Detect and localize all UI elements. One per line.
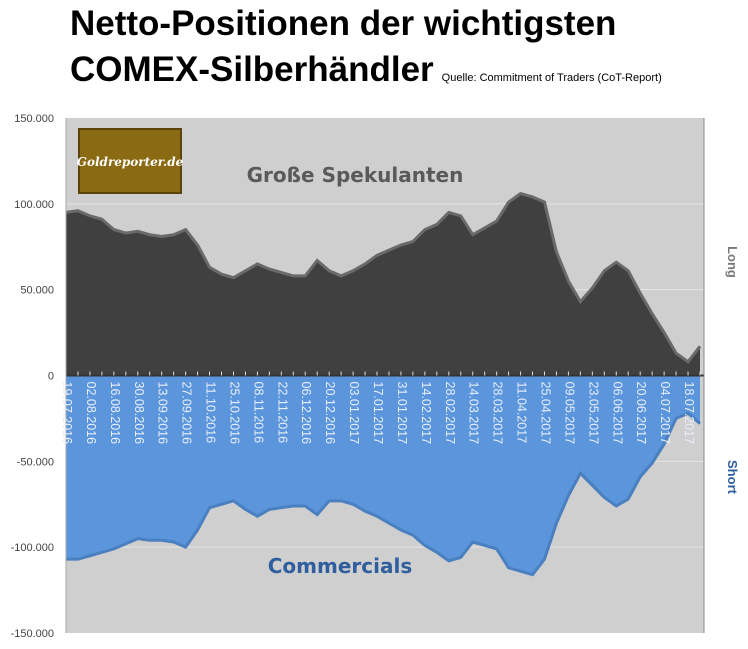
x-tick-label: 08.11.2016 <box>251 382 265 444</box>
area-commercials <box>66 375 700 575</box>
chart-title-line1: Netto-Positionen der wichtigsten <box>70 4 617 43</box>
x-tick-label: 16.08.2016 <box>108 382 122 445</box>
x-tick-label: 20.06.2017 <box>634 382 648 445</box>
x-tick-label: 25.04.2017 <box>538 382 552 445</box>
x-tick-label: 30.08.2016 <box>132 382 146 445</box>
x-tick-label: 13.09.2016 <box>156 382 170 445</box>
x-tick-label: 04.07.2017 <box>658 382 672 445</box>
title-text: COMEX-Silberhändler <box>70 50 434 89</box>
y-tick-label: -50.000 <box>17 456 54 468</box>
logo-text: Goldreporter.de <box>77 155 184 169</box>
x-tick-label: 22.11.2016 <box>275 382 289 444</box>
line-commercials <box>66 411 701 577</box>
line-speculators <box>65 191 702 364</box>
x-tick-label: 11.10.2016 <box>204 382 218 444</box>
x-tick-label: 14.02.2017 <box>419 382 433 445</box>
y-tick-label: -150.000 <box>11 628 54 640</box>
area-speculators <box>66 193 700 376</box>
x-tick-label: 06.12.2016 <box>299 382 313 445</box>
y-tick-label: 0 <box>48 371 54 383</box>
y-tick-label: -100.000 <box>11 542 54 554</box>
x-tick-label: 03.01.2017 <box>347 382 361 445</box>
x-tick-label: 25.10.2016 <box>227 382 241 445</box>
x-tick-label: 18.07.2017 <box>682 382 696 445</box>
x-tick-label: 14.03.2017 <box>467 382 481 445</box>
x-tick-label: 27.09.2016 <box>180 382 194 445</box>
x-tick-label: 17.01.2017 <box>371 382 385 445</box>
x-tick-label: 28.03.2017 <box>491 382 505 445</box>
series-label-commercials: Commercials <box>268 554 413 578</box>
logo-background <box>78 128 182 194</box>
x-tick-label: 23.05.2017 <box>586 382 600 445</box>
x-tick-label: 20.12.2016 <box>323 382 337 445</box>
x-tick-label: 11.04.2017 <box>515 382 529 444</box>
x-tick-label: 31.01.2017 <box>395 382 409 445</box>
y-tick-label: 100.000 <box>14 199 54 211</box>
short-label: Short <box>725 460 740 495</box>
logo: Goldreporter.de <box>77 128 184 194</box>
x-tick-label: 06.06.2017 <box>610 382 624 445</box>
series-label-speculators: Große Spekulanten <box>247 163 464 187</box>
x-tick-label: 09.05.2017 <box>562 382 576 445</box>
x-tick-label: 02.08.2016 <box>84 382 98 445</box>
x-tick-label: 19.07.2016 <box>60 382 74 445</box>
y-tick-label: 150.000 <box>14 113 54 125</box>
x-tick-label: 28.02.2017 <box>443 382 457 445</box>
source-note: Quelle: Commitment of Traders (CoT-Repor… <box>441 72 662 84</box>
chart-title-line2: COMEX-Silberhändler Quelle: Commitment of… <box>70 50 662 90</box>
y-tick-label: 50.000 <box>20 285 54 297</box>
long-label: Long <box>725 246 740 278</box>
